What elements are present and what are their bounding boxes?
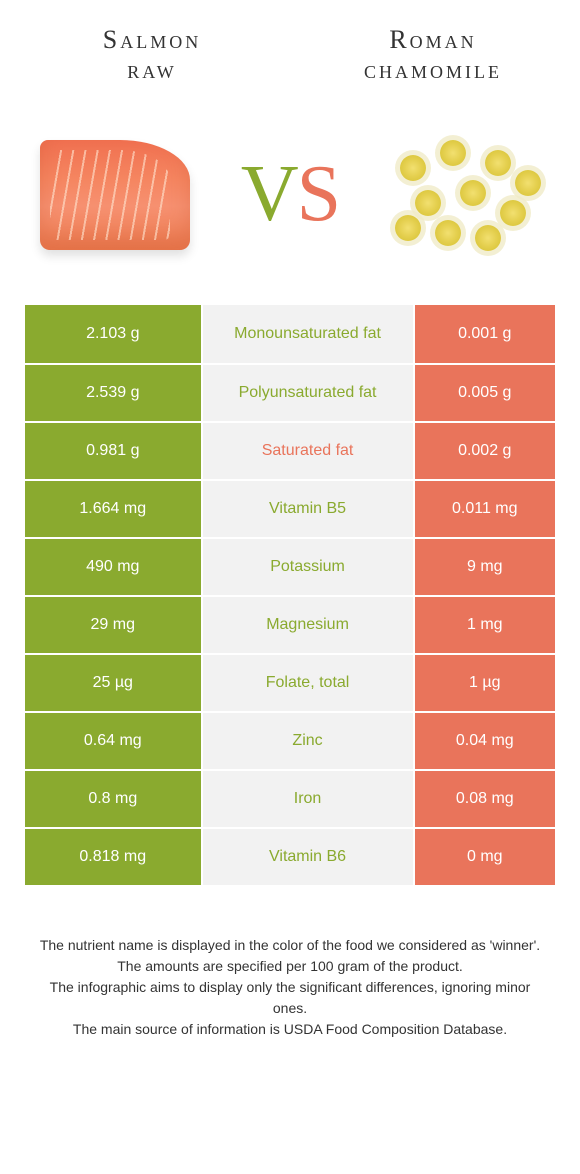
left-title-line1: Salmon: [103, 25, 201, 54]
table-row: 1.664 mgVitamin B50.011 mg: [25, 479, 555, 537]
right-value-cell: 1 µg: [415, 655, 555, 711]
left-value-cell: 2.539 g: [25, 365, 203, 421]
right-value-cell: 0.002 g: [415, 423, 555, 479]
left-value-cell: 0.8 mg: [25, 771, 203, 827]
table-row: 25 µgFolate, total1 µg: [25, 653, 555, 711]
table-row: 29 mgMagnesium1 mg: [25, 595, 555, 653]
nutrient-table: 2.103 gMonounsaturated fat0.001 g2.539 g…: [25, 305, 555, 885]
left-value-cell: 0.64 mg: [25, 713, 203, 769]
nutrient-label-cell: Vitamin B5: [203, 481, 415, 537]
salmon-icon: [40, 140, 190, 250]
right-food-title: Roman chamomile: [316, 25, 550, 85]
left-value-cell: 490 mg: [25, 539, 203, 595]
table-row: 0.8 mgIron0.08 mg: [25, 769, 555, 827]
table-row: 490 mgPotassium9 mg: [25, 537, 555, 595]
nutrient-label-cell: Zinc: [203, 713, 415, 769]
flower-icon: [400, 155, 426, 181]
footer-line3: The infographic aims to display only the…: [35, 977, 545, 1019]
left-value-cell: 0.981 g: [25, 423, 203, 479]
flower-icon: [435, 220, 461, 246]
flower-icon: [395, 215, 421, 241]
table-row: 0.981 gSaturated fat0.002 g: [25, 421, 555, 479]
left-value-cell: 0.818 mg: [25, 829, 203, 885]
flower-icon: [515, 170, 541, 196]
left-value-cell: 2.103 g: [25, 305, 203, 363]
nutrient-label-cell: Monounsaturated fat: [203, 305, 415, 363]
flower-icon: [500, 200, 526, 226]
right-value-cell: 0.08 mg: [415, 771, 555, 827]
left-value-cell: 25 µg: [25, 655, 203, 711]
nutrient-label-cell: Saturated fat: [203, 423, 415, 479]
nutrient-label-cell: Potassium: [203, 539, 415, 595]
vs-row: VS: [0, 95, 580, 295]
right-food-image: [380, 125, 550, 265]
table-row: 2.539 gPolyunsaturated fat0.005 g: [25, 363, 555, 421]
right-value-cell: 0.011 mg: [415, 481, 555, 537]
nutrient-label-cell: Vitamin B6: [203, 829, 415, 885]
vs-v-letter: V: [241, 150, 297, 238]
table-row: 0.818 mgVitamin B60 mg: [25, 827, 555, 885]
left-title-line2: raw: [127, 55, 177, 84]
right-title-line1: Roman: [389, 25, 476, 54]
vs-label: VS: [241, 149, 339, 240]
footer-line4: The main source of information is USDA F…: [35, 1019, 545, 1040]
right-value-cell: 0 mg: [415, 829, 555, 885]
right-value-cell: 0.04 mg: [415, 713, 555, 769]
table-row: 2.103 gMonounsaturated fat0.001 g: [25, 305, 555, 363]
nutrient-label-cell: Iron: [203, 771, 415, 827]
flower-icon: [460, 180, 486, 206]
right-value-cell: 1 mg: [415, 597, 555, 653]
flower-icon: [440, 140, 466, 166]
footer-notes: The nutrient name is displayed in the co…: [35, 935, 545, 1040]
header: Salmon raw Roman chamomile: [0, 0, 580, 95]
right-value-cell: 0.001 g: [415, 305, 555, 363]
table-row: 0.64 mgZinc0.04 mg: [25, 711, 555, 769]
nutrient-label-cell: Magnesium: [203, 597, 415, 653]
footer-line2: The amounts are specified per 100 gram o…: [35, 956, 545, 977]
left-food-image: [30, 125, 200, 265]
left-value-cell: 1.664 mg: [25, 481, 203, 537]
right-value-cell: 9 mg: [415, 539, 555, 595]
nutrient-label-cell: Polyunsaturated fat: [203, 365, 415, 421]
vs-s-letter: S: [297, 150, 340, 238]
left-value-cell: 29 mg: [25, 597, 203, 653]
footer-line1: The nutrient name is displayed in the co…: [35, 935, 545, 956]
left-food-title: Salmon raw: [30, 25, 264, 85]
right-title-line2: chamomile: [364, 55, 502, 84]
nutrient-label-cell: Folate, total: [203, 655, 415, 711]
chamomile-icon: [380, 135, 550, 255]
flower-icon: [485, 150, 511, 176]
flower-icon: [415, 190, 441, 216]
right-value-cell: 0.005 g: [415, 365, 555, 421]
flower-icon: [475, 225, 501, 251]
